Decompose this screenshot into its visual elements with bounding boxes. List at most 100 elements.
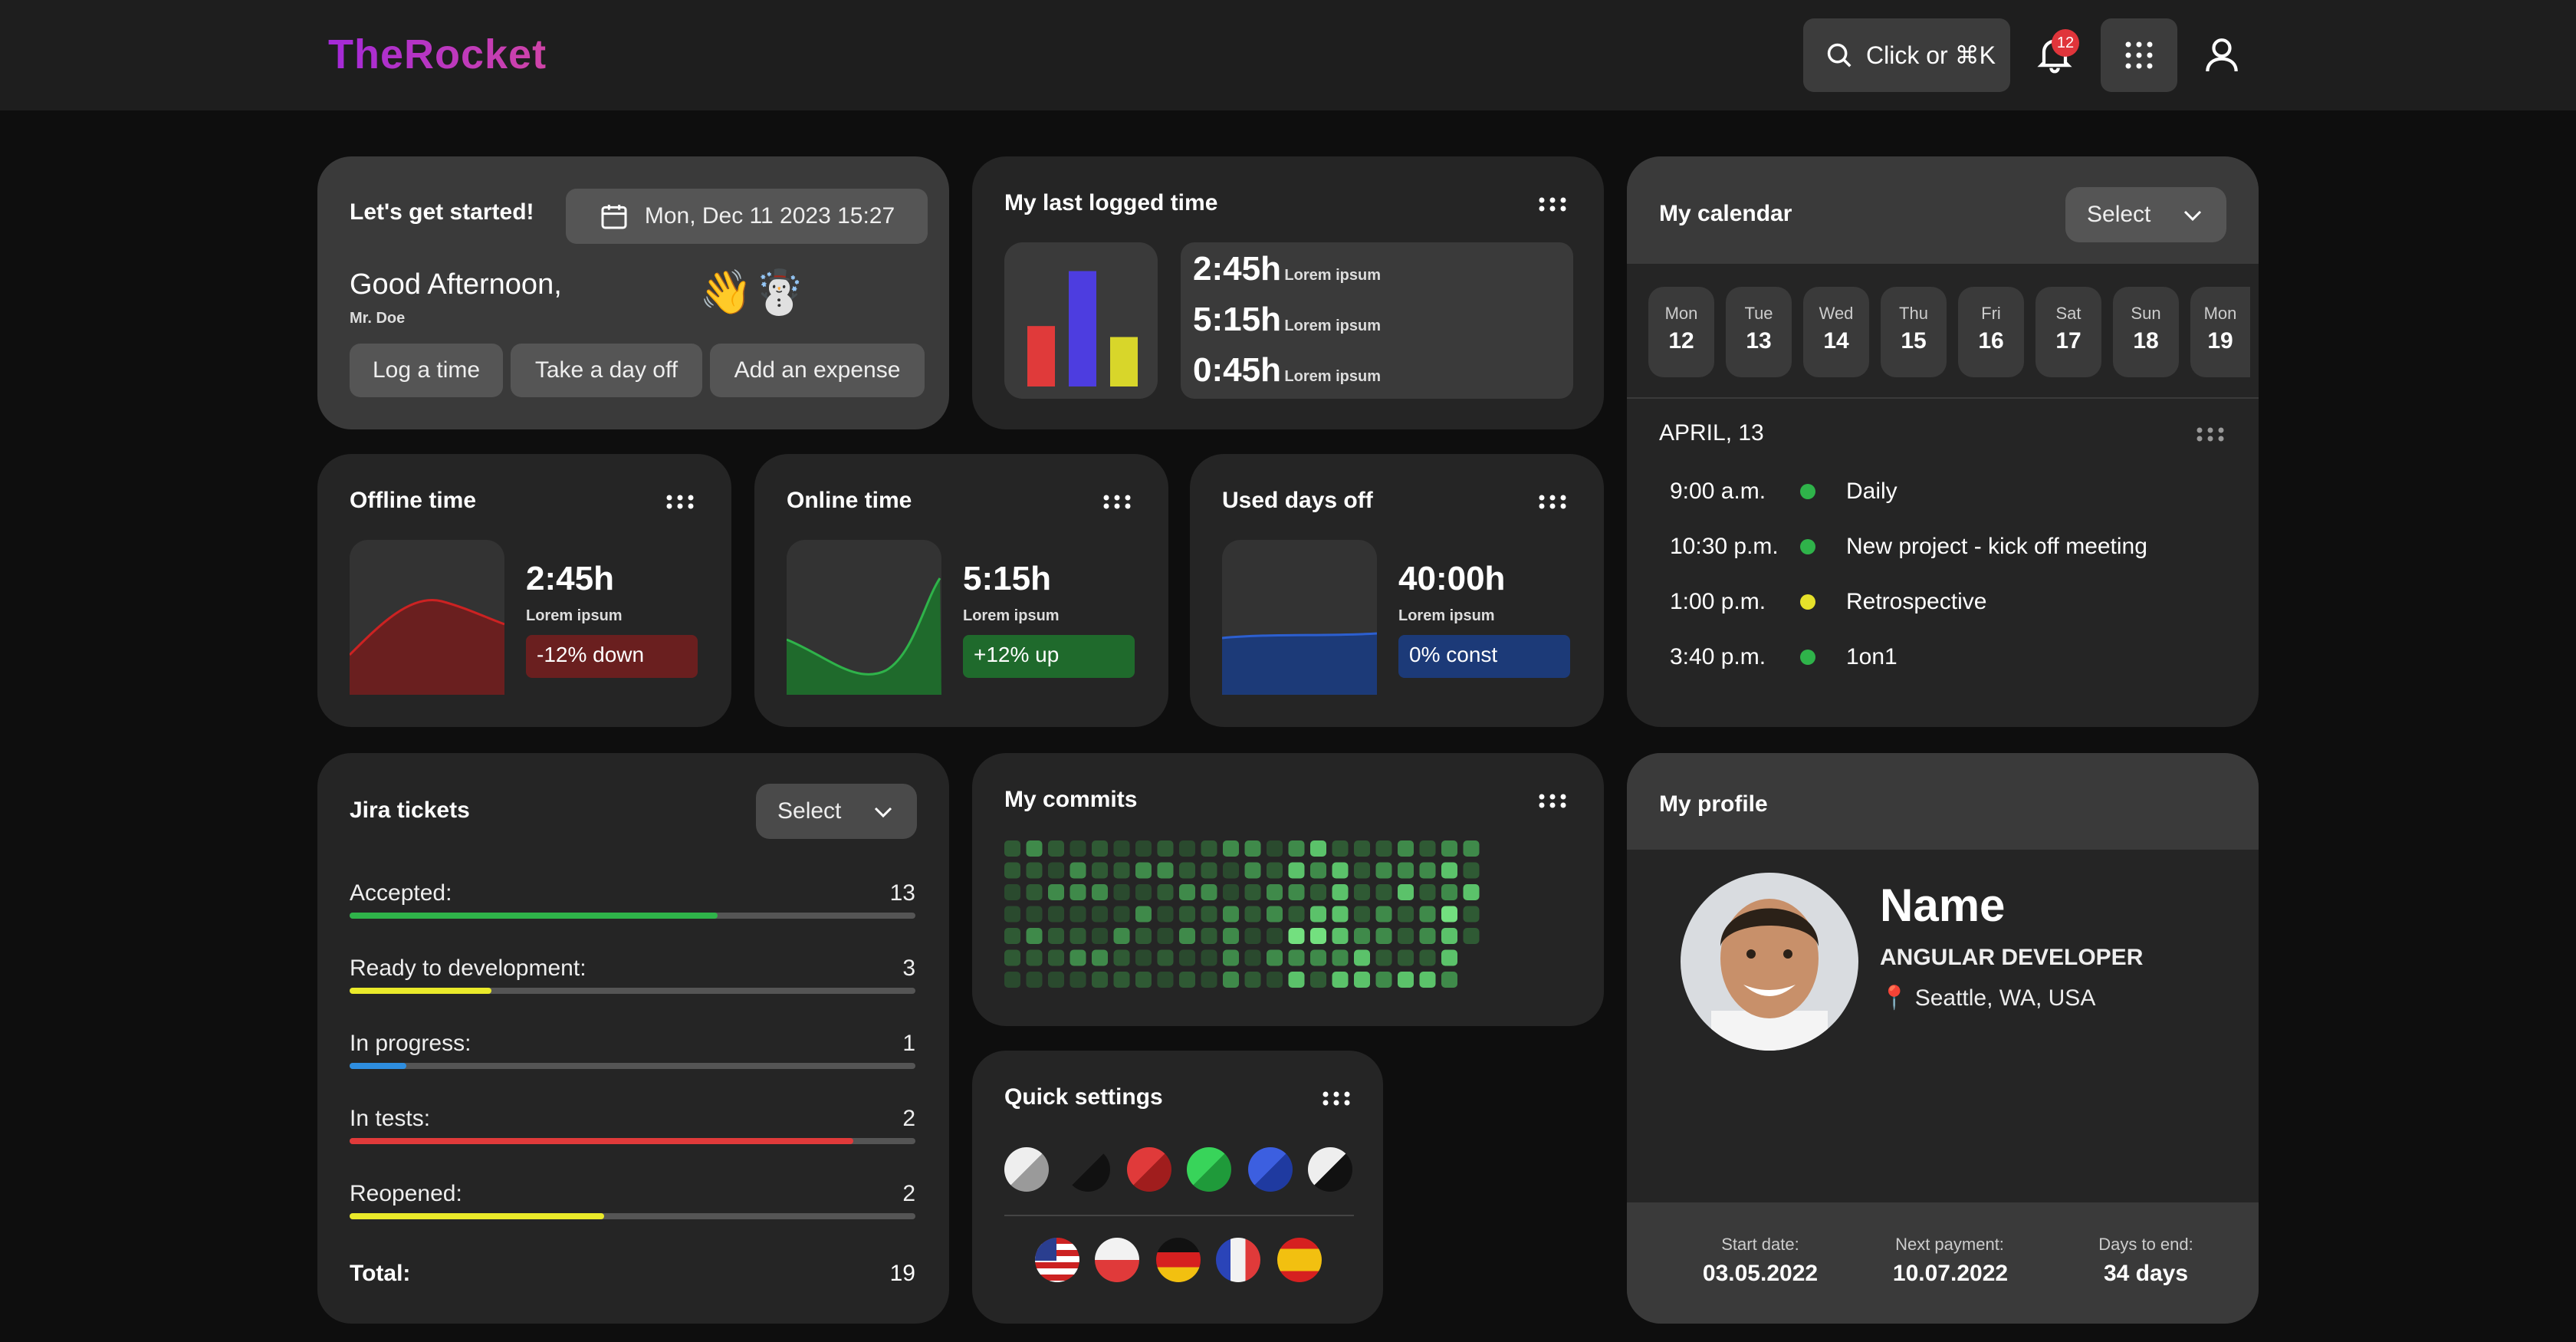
logged-time-title: My last logged time [1004,190,1218,215]
jira-progress-fill [350,988,491,994]
jira-progress-track [350,913,915,919]
commit-cell [1004,884,1020,900]
commit-cell [1135,928,1152,944]
more-options-icon[interactable] [1322,1090,1351,1106]
jira-row-label: In progress: [350,1031,472,1056]
jira-title: Jira tickets [350,798,470,823]
jira-row-count: 1 [902,1031,915,1056]
avatar [1681,873,1858,1051]
commit-cell [1441,949,1457,966]
calendar-day[interactable]: Wed 14 [1803,287,1869,377]
commit-cell [1244,840,1261,857]
commit-cell [1179,949,1195,966]
jira-row-count: 2 [902,1181,915,1206]
commit-cell [1463,884,1480,900]
commit-cell [1113,949,1130,966]
calendar-divider [1627,397,2259,399]
more-options-icon[interactable] [1538,196,1567,212]
commit-cell [1375,884,1392,900]
commit-cell [1375,862,1392,879]
calendar-card: My calendar Select [1627,156,2259,727]
commit-cell [1223,906,1239,923]
commit-cell [1288,884,1305,900]
flag-de-icon[interactable] [1156,1238,1201,1282]
commit-cell [1310,949,1326,966]
theme-blue-swatch[interactable] [1248,1147,1293,1192]
commit-cell [1092,906,1108,923]
commit-cell [1179,906,1195,923]
calendar-day[interactable]: Sat 17 [2036,287,2101,377]
search-button[interactable]: Click or ⌘K [1803,18,2010,92]
user-icon[interactable] [2200,34,2243,77]
calendar-event[interactable]: 10:30 p.m. New project - kick off meeting [1670,534,2147,559]
calendar-event[interactable]: 3:40 p.m. 1on1 [1670,644,1898,669]
commit-cell [1223,972,1239,988]
date-button[interactable]: Mon, Dec 11 2023 15:27 [566,189,928,244]
more-options-icon[interactable] [665,494,695,509]
log-time-button[interactable]: Log a time [350,344,503,397]
commit-cell [1201,884,1217,900]
theme-red-swatch[interactable] [1127,1147,1171,1192]
profile-header [1627,753,2259,850]
theme-green-swatch[interactable] [1187,1147,1231,1192]
calendar-day[interactable]: Tue 13 [1726,287,1792,377]
jira-total-label: Total: [350,1261,411,1286]
calendar-day[interactable]: Mon 12 [1648,287,1714,377]
commit-cell [1157,972,1174,988]
commit-cell [1398,884,1414,900]
jira-select[interactable]: Select [756,784,917,839]
commit-cell [1441,928,1457,944]
add-expense-button[interactable]: Add an expense [710,344,925,397]
calendar-event[interactable]: 1:00 p.m. Retrospective [1670,589,1987,614]
commit-cell [1310,840,1326,857]
flag-us-icon[interactable] [1035,1238,1079,1282]
commit-cell [1070,928,1086,944]
calendar-day[interactable]: Thu 15 [1881,287,1947,377]
day-off-button[interactable]: Take a day off [511,344,702,397]
more-options-icon[interactable] [1538,793,1567,808]
days-off-card: Used days off 40:00h Lorem ipsum 0% cons… [1190,454,1604,727]
commit-cell [1288,862,1305,879]
commit-cell [1092,949,1108,966]
commit-cell [1419,840,1436,857]
commit-cell [1179,928,1195,944]
commit-cell [1354,928,1370,944]
theme-contrast-swatch[interactable] [1308,1147,1352,1192]
more-options-icon[interactable] [1538,494,1567,509]
jira-row-label: Ready to development: [350,956,586,981]
commit-cell [1354,906,1370,923]
jira-progress-track [350,1138,915,1144]
calendar-day[interactable]: Fri 16 [1958,287,2024,377]
commit-cell [1004,972,1020,988]
flag-es-icon[interactable] [1277,1238,1322,1282]
calendar-select[interactable]: Select [2065,187,2226,242]
commit-cell [1441,840,1457,857]
jira-row-label: Accepted: [350,880,452,906]
theme-dark-swatch[interactable] [1066,1147,1110,1192]
commit-cell [1419,949,1436,966]
commit-cell [1267,928,1283,944]
flag-pl-icon[interactable] [1095,1238,1139,1282]
more-options-icon[interactable] [2196,426,2225,442]
flag-fr-icon[interactable] [1216,1238,1260,1282]
commit-cell [1135,862,1152,879]
apps-menu-button[interactable] [2101,18,2177,92]
logged-row: 5:15h Lorem ipsum [1193,301,1381,338]
quick-settings-title: Quick settings [1004,1084,1163,1110]
commit-cell [1419,928,1436,944]
calendar-day[interactable]: Mon 19 [2190,287,2250,377]
jira-progress-track [350,1063,915,1069]
commit-cell [1179,840,1195,857]
greeting-emoji: 👋☃️ [699,268,807,316]
calendar-event[interactable]: 9:00 a.m. Daily [1670,479,1898,504]
greeting: Good Afternoon, [350,268,562,301]
commit-cell [1288,906,1305,923]
theme-light-swatch[interactable] [1004,1147,1049,1192]
jira-progress-fill [350,1063,406,1069]
commit-cell [1026,928,1043,944]
calendar-day[interactable]: Sun 18 [2113,287,2179,377]
commit-cell [1135,972,1152,988]
app-logo[interactable]: TheRocket [328,31,547,77]
calendar-icon [601,205,627,229]
more-options-icon[interactable] [1102,494,1132,509]
